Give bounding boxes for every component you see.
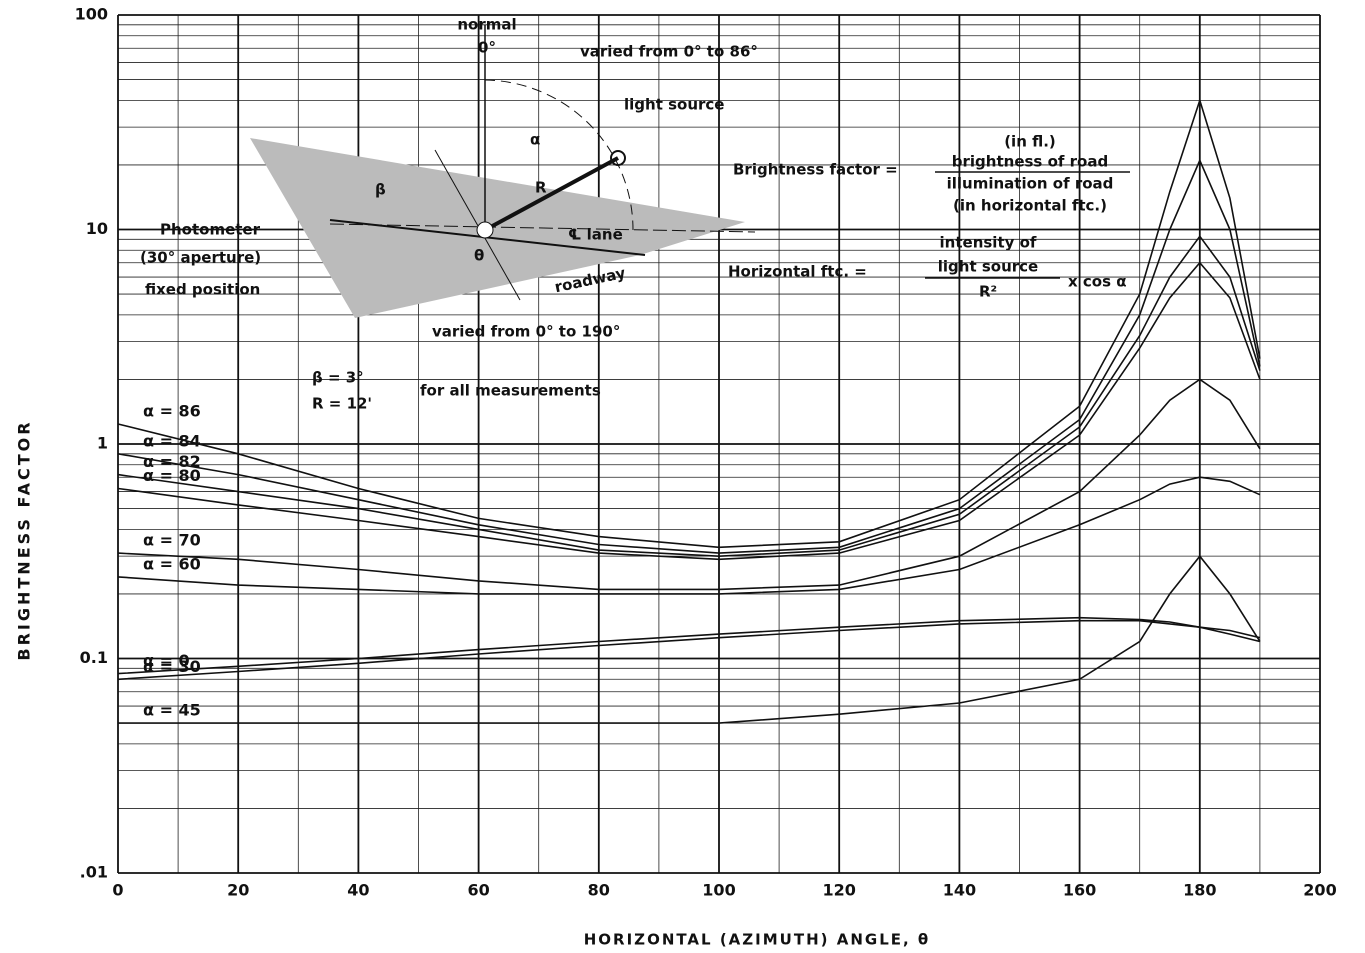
annotation: ℄ lane bbox=[568, 226, 623, 244]
series-line bbox=[117, 261, 1261, 561]
x-tick-label: 140 bbox=[943, 881, 976, 900]
annotation: R bbox=[535, 179, 547, 197]
annotation: fixed position bbox=[145, 281, 260, 299]
series-line bbox=[117, 97, 1261, 549]
annotation: β = 3° bbox=[312, 369, 364, 387]
annotation: β bbox=[375, 181, 386, 199]
annotation: θ bbox=[474, 247, 484, 265]
annotation: intensity of bbox=[940, 234, 1037, 252]
y-tick-label: 10 bbox=[86, 219, 108, 238]
annotation: (30° aperture) bbox=[140, 249, 261, 267]
curves: α = 86 α = 84 α = 82α = 80 α = 70 α = 60 α = … bbox=[117, 97, 1261, 724]
series-label: α = 70 bbox=[143, 531, 201, 550]
target bbox=[476, 221, 494, 239]
x-tick-label: 200 bbox=[1303, 881, 1336, 900]
series-label: α = 0 bbox=[143, 651, 190, 670]
series-line bbox=[117, 158, 1261, 554]
x-tick-label: 120 bbox=[822, 881, 855, 900]
annotation: light source bbox=[624, 96, 724, 114]
series-label: α = 86 bbox=[143, 401, 201, 420]
x-tick-label: 20 bbox=[227, 881, 249, 900]
series-line bbox=[117, 476, 1261, 595]
series-label: α = 82 bbox=[143, 452, 201, 471]
annotation: for all measurements bbox=[420, 382, 601, 400]
series-label: α = 30 bbox=[143, 657, 201, 676]
series-line bbox=[117, 616, 1261, 675]
annotation: Brightness factor = bbox=[733, 161, 898, 179]
annotation: illumination of road bbox=[947, 175, 1114, 193]
lane-line bbox=[329, 223, 756, 233]
x-tick-label: 100 bbox=[702, 881, 735, 900]
series-line bbox=[117, 378, 1261, 591]
y-tick-label: .01 bbox=[80, 863, 108, 882]
y-tick-label: 0.1 bbox=[80, 648, 108, 667]
x-tick-label: 0 bbox=[112, 881, 123, 900]
y-axis-label: BRIGHTNESS FACTOR bbox=[15, 419, 34, 660]
alpha-arc bbox=[484, 79, 634, 231]
series-label: α = 84 bbox=[143, 431, 201, 450]
grid bbox=[117, 14, 1321, 874]
annotation: Photometer bbox=[160, 221, 261, 239]
series-line bbox=[117, 619, 1261, 681]
x-tick-label: 60 bbox=[467, 881, 489, 900]
annotation: varied from 0° to 190° bbox=[432, 323, 620, 341]
annotation: Horizontal ftc. = bbox=[728, 263, 867, 281]
source-arm bbox=[484, 156, 619, 232]
annotation: varied from 0° to 86° bbox=[580, 43, 758, 61]
annotation: R² bbox=[979, 283, 997, 301]
x-tick-label: 180 bbox=[1183, 881, 1216, 900]
x-tick-label: 40 bbox=[347, 881, 369, 900]
annotation: α bbox=[530, 131, 540, 149]
y-tick-label: 100 bbox=[75, 5, 108, 24]
series-label: α = 80 bbox=[143, 466, 201, 485]
x-axis-label: HORIZONTAL (AZIMUTH) ANGLE, θ bbox=[584, 931, 930, 949]
annotation: R = 12' bbox=[312, 395, 372, 413]
series-label: α = 60 bbox=[143, 554, 201, 573]
annotation: (in fl.) bbox=[1004, 133, 1056, 151]
annotation: brightness of road bbox=[952, 153, 1108, 171]
cross-line bbox=[434, 149, 521, 301]
roadway-surface bbox=[250, 138, 745, 318]
annotation: normal bbox=[457, 16, 516, 34]
series-line bbox=[118, 554, 1261, 724]
annotation: light source bbox=[938, 258, 1038, 276]
annotation: 0° bbox=[478, 39, 496, 57]
y-tick-label: 1 bbox=[97, 434, 108, 453]
series-label: α = 45 bbox=[143, 701, 201, 720]
series-line bbox=[117, 234, 1261, 558]
inset-diagram: normal 0° varied from 0° to 86° light so… bbox=[140, 16, 758, 341]
annotation: x cos α bbox=[1068, 273, 1127, 291]
annotation: (in horizontal ftc.) bbox=[953, 197, 1107, 215]
x-tick-label: 80 bbox=[588, 881, 610, 900]
x-tick-label: 160 bbox=[1063, 881, 1096, 900]
